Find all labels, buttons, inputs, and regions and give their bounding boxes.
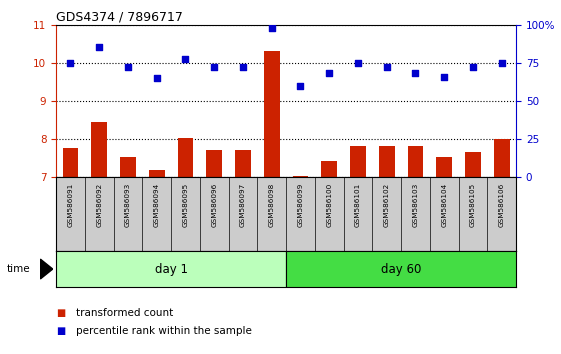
Point	[238, 64, 247, 70]
Text: GSM586103: GSM586103	[412, 183, 419, 227]
Text: GSM586095: GSM586095	[182, 183, 188, 227]
Bar	[494, 139, 509, 177]
Bar	[379, 146, 394, 177]
Text: day 1: day 1	[155, 263, 187, 275]
Point	[440, 74, 449, 80]
Bar	[436, 157, 452, 177]
Text: ■: ■	[56, 308, 65, 318]
Bar	[235, 150, 251, 177]
Bar	[465, 152, 481, 177]
Point	[468, 64, 477, 70]
Text: time: time	[7, 264, 30, 274]
Bar	[149, 170, 164, 177]
Bar	[206, 150, 222, 177]
Text: GDS4374 / 7896717: GDS4374 / 7896717	[56, 11, 183, 24]
Point	[325, 71, 334, 76]
Text: GSM586092: GSM586092	[96, 183, 102, 227]
Text: GSM586091: GSM586091	[67, 183, 73, 227]
Point	[123, 64, 132, 70]
Point	[353, 60, 362, 66]
Bar	[91, 122, 107, 177]
Text: GSM586096: GSM586096	[211, 183, 217, 227]
Text: GSM586098: GSM586098	[269, 183, 275, 227]
Point	[152, 75, 161, 81]
Bar	[178, 138, 194, 177]
Point	[210, 64, 219, 70]
Bar	[350, 146, 366, 177]
Point	[95, 44, 104, 50]
Bar	[321, 161, 337, 177]
Point	[382, 64, 391, 70]
Text: percentile rank within the sample: percentile rank within the sample	[76, 326, 252, 336]
Text: GSM586102: GSM586102	[384, 183, 390, 227]
Text: GSM586100: GSM586100	[327, 183, 332, 227]
Bar	[264, 51, 279, 177]
Bar	[120, 157, 136, 177]
Text: transformed count: transformed count	[76, 308, 173, 318]
Text: GSM586093: GSM586093	[125, 183, 131, 227]
Point	[181, 56, 190, 62]
Point	[267, 25, 276, 31]
Point	[66, 60, 75, 66]
Bar	[408, 146, 424, 177]
Polygon shape	[40, 259, 53, 279]
Text: GSM586104: GSM586104	[442, 183, 447, 227]
Text: GSM586101: GSM586101	[355, 183, 361, 227]
Text: day 60: day 60	[381, 263, 421, 275]
Text: GSM586105: GSM586105	[470, 183, 476, 227]
Bar	[63, 148, 79, 177]
Text: GSM586094: GSM586094	[154, 183, 160, 227]
Text: GSM586099: GSM586099	[297, 183, 304, 227]
Point	[296, 84, 305, 89]
Point	[497, 60, 506, 66]
Text: GSM586097: GSM586097	[240, 183, 246, 227]
Text: ■: ■	[56, 326, 65, 336]
Bar	[293, 176, 309, 177]
Point	[411, 71, 420, 76]
Text: GSM586106: GSM586106	[499, 183, 505, 227]
